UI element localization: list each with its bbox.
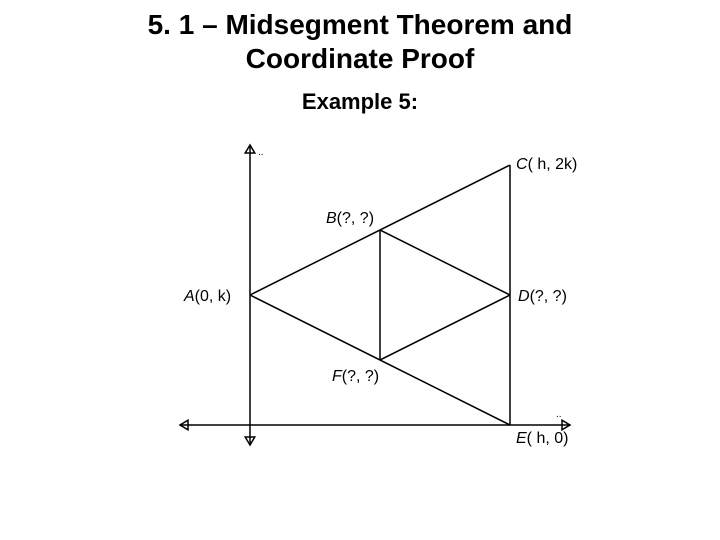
point-label-C: C( h, 2k) — [516, 156, 577, 173]
title-line-1: 5. 1 – Midsegment Theorem and — [148, 9, 573, 40]
point-label-E: E( h, 0) — [516, 430, 568, 447]
point-label-F: F(?, ?) — [332, 368, 379, 385]
figure-container: .... A(0, k) C( h, 2k) E( h, 0) B(?, ?) D(?, … — [0, 125, 720, 465]
y-axis-tick: .. — [258, 147, 264, 158]
edge-B-D — [380, 230, 510, 295]
edge-D-F — [380, 295, 510, 360]
point-label-B: B(?, ?) — [326, 210, 374, 227]
page-title: 5. 1 – Midsegment Theorem and Coordinate… — [0, 0, 720, 75]
example-label: Example 5: — [0, 89, 720, 115]
coordinate-diagram: .... A(0, k) C( h, 2k) E( h, 0) B(?, ?) D(?, … — [140, 125, 580, 465]
point-label-D: D(?, ?) — [518, 288, 567, 305]
point-label-A: A(0, k) — [183, 288, 231, 305]
x-axis-tick: .. — [556, 409, 562, 420]
title-line-2: Coordinate Proof — [246, 43, 475, 74]
